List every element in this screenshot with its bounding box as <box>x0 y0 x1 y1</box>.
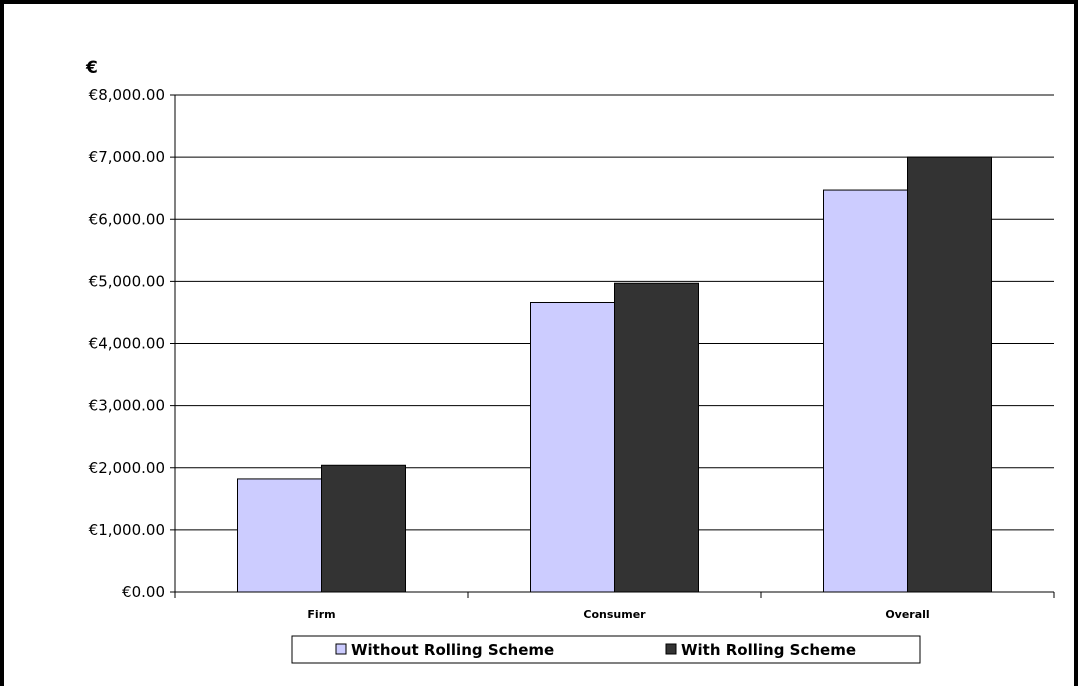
x-tick-label: Firm <box>307 608 335 621</box>
x-tick-label: Overall <box>885 608 929 621</box>
y-axis-unit-label: € <box>85 58 98 78</box>
y-tick-label: €1,000.00 <box>89 521 165 539</box>
legend-label: With Rolling Scheme <box>681 641 856 659</box>
legend-label: Without Rolling Scheme <box>351 641 554 659</box>
y-tick-label: €0.00 <box>122 583 165 601</box>
y-tick-label: €7,000.00 <box>89 148 165 166</box>
y-tick-label: €2,000.00 <box>89 459 165 477</box>
y-tick-label: €5,000.00 <box>89 272 165 290</box>
y-tick-label: €8,000.00 <box>89 86 165 104</box>
legend-swatch <box>335 643 347 655</box>
legend-box <box>291 635 921 664</box>
bar-with-rolling-scheme-firm <box>321 464 406 593</box>
legend-swatch <box>665 643 677 655</box>
y-tick-label: €3,000.00 <box>89 397 165 415</box>
y-tick-label: €6,000.00 <box>89 210 165 228</box>
bar-without-rolling-scheme-consumer <box>530 301 615 593</box>
legend: Without Rolling Scheme With Rolling Schem… <box>291 635 921 664</box>
x-tick-label: Consumer <box>583 608 646 621</box>
bars <box>237 156 992 593</box>
bar-without-rolling-scheme-overall <box>823 189 908 593</box>
bar-with-rolling-scheme-consumer <box>614 282 699 593</box>
bar-without-rolling-scheme-firm <box>237 478 322 593</box>
y-axis-ticks: €0.00 €1,000.00 €2,000.00 €3,000.00 €4,000.0… <box>89 86 175 601</box>
bar-with-rolling-scheme-overall <box>907 156 992 593</box>
x-axis-ticks: Firm Consumer Overall <box>174 592 1055 621</box>
y-tick-label: €4,000.00 <box>89 335 165 353</box>
axes <box>174 95 1054 593</box>
